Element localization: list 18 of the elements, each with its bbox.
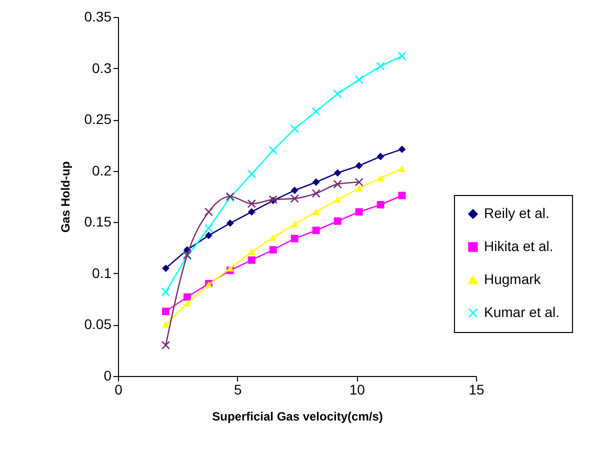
legend-label: Reily et al. [484,205,550,221]
y-tick-label: 0.1 [92,264,112,281]
y-tick-label: 0.05 [84,316,112,332]
x-tick-label: 15 [468,382,484,398]
y-tick-label: 0.15 [84,214,112,230]
x-tick-label: 10 [349,382,366,398]
y-tick-label: 0.35 [84,8,112,24]
legend-label: Hikita et al. [484,238,554,254]
y-tick-label: 0.3 [92,60,112,76]
legend-label: Kumar et al. [484,304,560,320]
y-tick-label: 0 [104,368,112,384]
x-tick-label: 0 [114,382,123,398]
x-tick-label: 5 [234,382,242,398]
legend-label: Hugmark [484,271,542,287]
y-axis-title: Gas Hold-up [58,161,72,233]
x-axis-title: Superficial Gas velocity(cm/s) [212,410,383,424]
y-tick-label: 0.2 [92,162,112,178]
y-tick-label: 0.25 [84,111,112,128]
